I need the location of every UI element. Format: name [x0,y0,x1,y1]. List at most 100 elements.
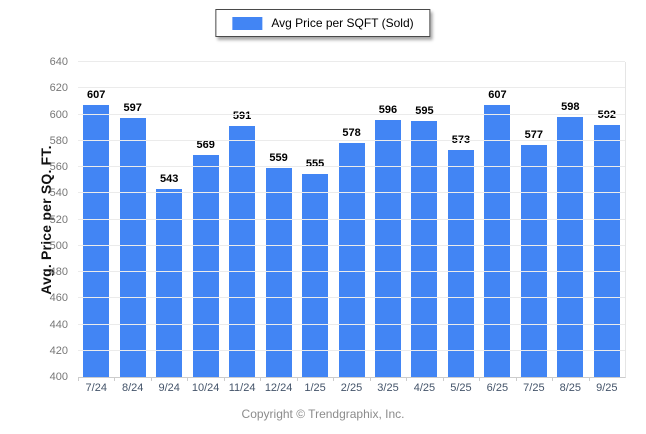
x-tick-label: 9/25 [596,382,618,394]
y-tick-label: 600 [49,108,68,121]
bar [520,144,547,377]
legend-swatch-icon [232,16,263,30]
bar [229,126,256,377]
x-tick-label: 12/24 [264,382,293,394]
gridline [78,297,625,299]
x-axis-tick [369,377,371,381]
y-tick-label: 640 [49,56,68,68]
gridline [78,87,625,89]
bar-value-label: 596 [378,103,398,116]
x-axis-tick [479,377,481,381]
y-tick-label: 460 [49,292,68,305]
gridline [78,271,625,272]
bar-series: 607 7/24 597 8/24 543 9/24 569 10/24 591 11/24 559… [78,62,625,394]
bar-value-label: 595 [415,105,434,118]
bar-slot: 559 12/24 [260,62,296,394]
x-axis-tick [552,377,554,381]
x-tick-label: 11/24 [228,382,256,394]
bar [192,155,219,377]
bar-slot: 577 7/25 [515,62,552,394]
gridline [78,218,625,220]
x-tick-label: 2/25 [340,382,363,394]
bar [83,105,110,377]
bar-slot: 543 9/24 [150,62,187,394]
y-tick-label: 480 [49,266,68,278]
bar [374,119,401,377]
bar [119,118,146,377]
bar-value-label: 578 [342,127,361,140]
gridline [78,244,625,246]
x-tick-label: 9/24 [158,382,180,394]
y-tick-label: 540 [49,187,68,200]
bar [411,121,438,377]
bar [557,117,584,377]
x-tick-label: 1/25 [304,382,326,394]
x-tick-label: 7/25 [523,382,545,394]
bar-value-label: 607 [87,89,106,102]
bar [265,168,292,377]
bar-value-label: 569 [196,139,215,152]
gridline [78,113,625,115]
y-tick-label: 400 [49,371,68,383]
x-axis-tick [515,377,517,381]
bar [302,173,329,377]
chart-legend: Avg Price per SQFT (Sold) [215,9,431,37]
gridline [78,349,625,351]
bar-value-label: 598 [561,101,580,114]
x-tick-label: 8/24 [121,382,144,394]
x-tick-label: 7/24 [85,382,107,394]
y-tick-label: 420 [49,344,68,357]
x-axis-tick [442,377,444,381]
copyright-footer: Copyright © Trendgraphix, Inc. [241,407,405,421]
bar-slot: 573 5/25 [442,62,479,394]
bar [156,189,183,377]
x-tick-label: 3/25 [377,382,399,394]
gridline [78,166,625,167]
bar-slot: 555 1/25 [296,62,333,394]
bar-slot: 592 9/25 [588,62,625,394]
x-axis-tick [296,377,298,381]
bar [484,105,511,377]
x-axis-tick [223,377,225,381]
bar-slot: 596 3/25 [369,62,406,394]
bar-value-label: 555 [305,157,325,170]
x-axis-tick [588,377,590,381]
gridline [78,139,625,141]
x-tick-label: 4/25 [413,382,436,394]
legend-label: Avg Price per SQFT (Sold) [271,16,414,30]
gridline [78,192,625,194]
y-tick-label: 620 [49,82,68,95]
x-tick-label: 8/25 [559,382,582,394]
y-tick-label: 580 [49,134,68,147]
x-axis-tick [150,377,152,381]
x-tick-label: 10/24 [191,382,220,394]
bar-slot: 597 8/24 [114,62,150,394]
y-tick-label: 560 [49,161,68,173]
gridline [78,61,625,62]
plot-area: 607 7/24 597 8/24 543 9/24 569 10/24 591 11/24 559… [78,61,626,394]
bar [338,143,365,377]
bar-slot: 607 7/24 [78,62,114,394]
bar-value-label: 592 [597,109,616,121]
bar-value-label: 591 [232,110,252,123]
bar-value-label: 607 [488,89,507,102]
y-axis-tick-labels: 400 420 440 460 480 500 520 540 560 580 600 620 640 [0,56,72,383]
y-tick-label: 440 [49,318,68,331]
bar-value-label: 597 [123,102,142,115]
y-tick-label: 520 [49,213,68,226]
bar-slot: 598 8/25 [552,62,588,394]
bar [593,125,620,377]
x-axis-tick [78,377,79,381]
x-axis-tick [187,377,189,381]
bar-value-label: 543 [159,173,179,186]
bar-slot: 607 6/25 [479,62,515,394]
x-tick-label: 6/25 [486,382,509,394]
bar-slot: 591 11/24 [223,62,260,394]
bar-slot: 569 10/24 [187,62,223,394]
bar-slot: 595 4/25 [406,62,442,394]
x-tick-label: 5/25 [450,382,472,394]
bar-slot: 578 2/25 [333,62,369,394]
bar-value-label: 577 [524,128,544,141]
x-axis-tick [260,377,262,381]
x-axis-tick [333,377,335,381]
